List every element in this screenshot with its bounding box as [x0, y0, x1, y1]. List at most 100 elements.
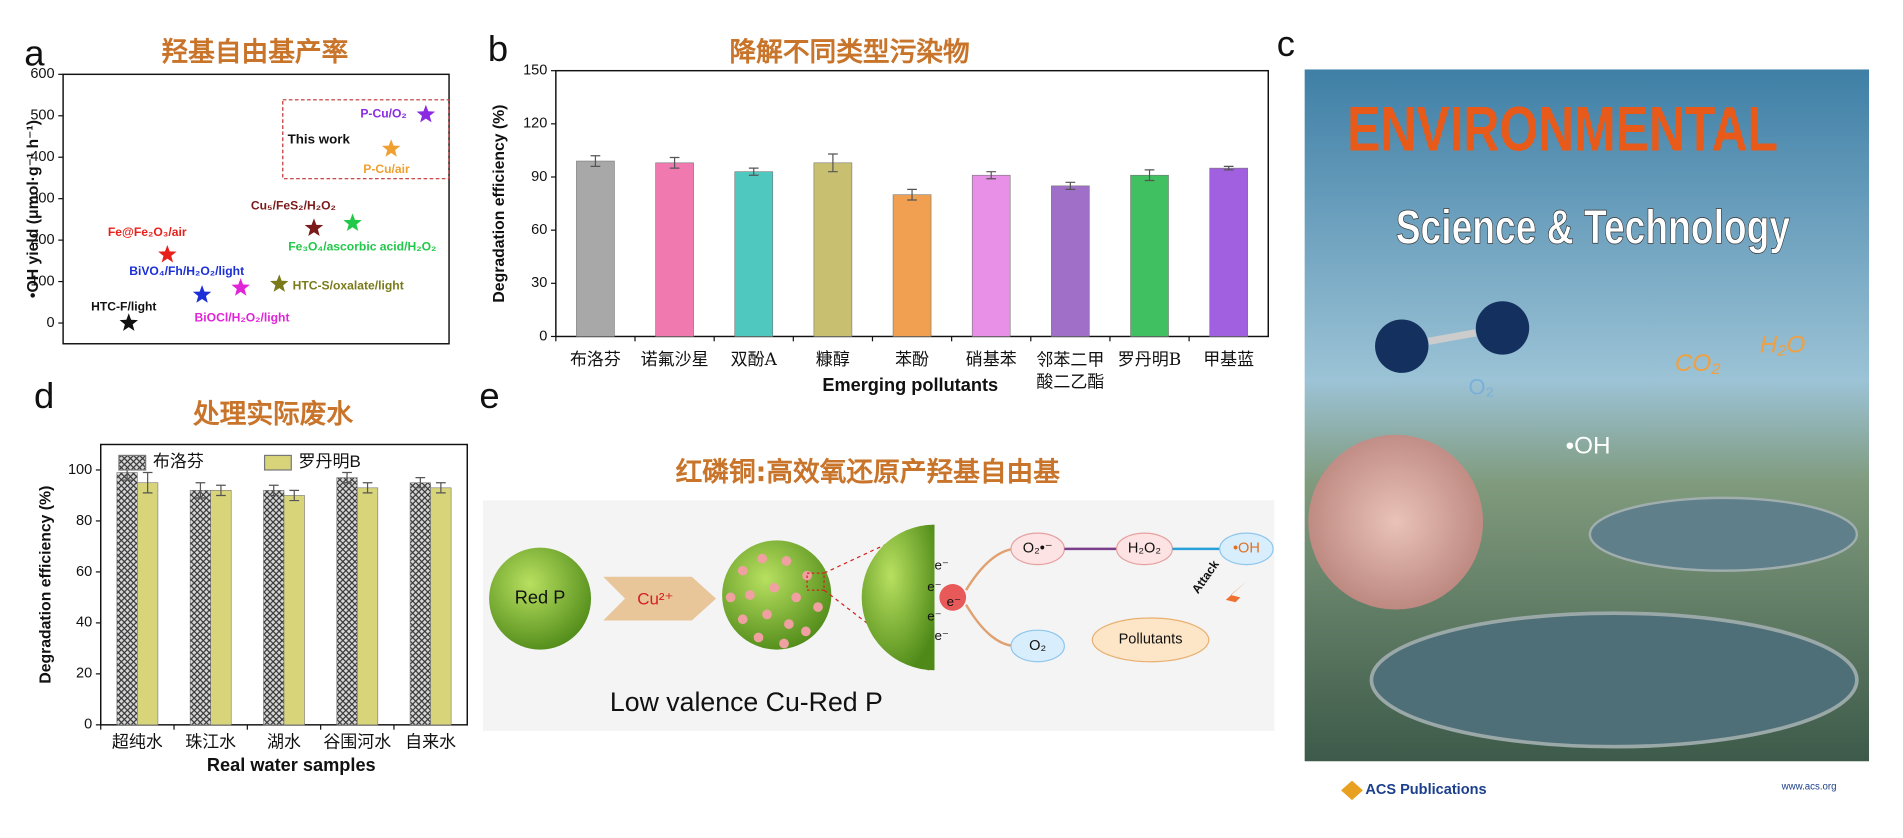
cover-subtitle: Science & Technology [1396, 201, 1790, 255]
arrow [965, 547, 1014, 648]
chart-title: 降解不同类型污染物 [729, 37, 969, 68]
point-label: P-Cu/O₂ [360, 107, 406, 121]
error-bar [142, 471, 153, 494]
node [1219, 532, 1274, 566]
scatter-point [192, 285, 212, 303]
point-label: P-Cu/air [363, 162, 410, 176]
error-bar [828, 153, 838, 173]
label: e⁻ [935, 557, 949, 572]
error-bar [1065, 181, 1076, 191]
arrow [603, 576, 717, 621]
y-tick-label: 80 [76, 513, 92, 529]
point-label: Cu₅/FeS₂/H₂O₂ [251, 198, 336, 212]
journal-cover: ENVIRONMENTAL Science & Technology •OH C… [1304, 69, 1870, 801]
x-tick-label: 诺氟沙星 [641, 350, 709, 370]
label: Red P [515, 587, 566, 607]
label: •OH [1566, 432, 1611, 459]
point-label: BiVO₄/Fh/H₂O₂/light [129, 264, 244, 278]
bar [189, 490, 211, 726]
tank [1588, 496, 1859, 572]
panel-label: a [24, 33, 45, 74]
x-tick-label: 湖水 [267, 733, 301, 753]
error-bar [986, 171, 997, 180]
chart-title: 处理实际废水 [192, 399, 353, 430]
label: •OH [1233, 541, 1260, 557]
y-tick-label: 0 [539, 328, 547, 344]
panel-label: e [479, 375, 499, 416]
label: Cu²⁺ [637, 589, 673, 608]
bar [655, 162, 694, 337]
plot-frame [62, 73, 450, 345]
bar [283, 495, 305, 726]
label: H₂O [1760, 332, 1806, 359]
error-bar [268, 484, 279, 497]
legend-label: 罗丹明B [299, 452, 361, 471]
legend-label: 布洛芬 [153, 452, 204, 471]
bond [1427, 329, 1477, 345]
error-bar [342, 471, 352, 484]
x-tick-label: 珠江水 [185, 733, 236, 753]
label: CO₂ [1675, 350, 1721, 377]
y-tick-label: 300 [30, 191, 54, 207]
x-tick-label: 甲基蓝 [1203, 350, 1254, 370]
red-p-sphere [489, 547, 592, 650]
y-tick-label: 100 [30, 273, 54, 289]
node [1010, 629, 1065, 663]
publisher: ACS Publications [1365, 782, 1486, 798]
error-bar [1144, 169, 1155, 182]
error-bar [748, 167, 759, 176]
legend-swatch [263, 454, 292, 471]
point-label: Fe@Fe₂O₃/air [108, 225, 187, 239]
y-tick-label: 100 [68, 462, 92, 478]
tank [1369, 611, 1859, 749]
label: e⁻ [927, 608, 941, 623]
y-tick-label: 600 [30, 66, 54, 82]
label: H₂O₂ [1128, 541, 1161, 557]
error-bar [1223, 165, 1234, 171]
label: O₂ [1469, 374, 1494, 399]
y-tick-label: 150 [523, 63, 547, 79]
point-label: HTC-S/oxalate/light [293, 279, 404, 293]
scatter-point [231, 278, 250, 296]
x-tick-label: 糠醇 [816, 349, 850, 370]
x-axis-label: Real water samples [207, 755, 376, 775]
error-bar [289, 489, 300, 502]
bar [263, 490, 285, 726]
error-bar [669, 156, 680, 169]
o-atom [1475, 301, 1530, 355]
annotation: This work [288, 131, 351, 146]
label: e⁻ [935, 628, 949, 643]
y-tick-label: 30 [531, 275, 547, 291]
diagram-title: 红磷铜:高效氧还原产羟基自由基 [676, 457, 1061, 488]
scatter-point [270, 274, 289, 292]
cu-site [939, 584, 967, 611]
scatter-point [416, 104, 436, 123]
error-bar [590, 155, 601, 167]
x-tick-label: 自来水 [405, 733, 456, 753]
bar [971, 174, 1011, 337]
x-tick-label: 苯酚 [895, 350, 929, 370]
x-tick-label: 超纯水 [112, 733, 163, 753]
zoom-box [806, 572, 825, 591]
error-bar [436, 482, 446, 494]
node [1091, 617, 1210, 663]
label: O₂ [1029, 638, 1046, 654]
bar [137, 482, 159, 726]
y-tick-label: 200 [30, 232, 54, 248]
bar [430, 487, 452, 726]
bar [576, 160, 615, 337]
bar [1209, 167, 1248, 337]
label: Pollutants [1119, 632, 1183, 648]
y-tick-label: 40 [76, 615, 92, 631]
scatter-point [343, 213, 362, 232]
error-bar [195, 482, 206, 499]
error-bar [415, 477, 426, 489]
y-axis-label: Degradation efficiency (%) [37, 486, 54, 684]
x-tick-label: 布洛芬 [570, 350, 621, 370]
bar [1130, 174, 1169, 337]
error-bar [907, 188, 917, 201]
x-axis-label: Emerging pollutants [822, 375, 998, 395]
chart-title: 羟基自由基产率 [161, 37, 348, 68]
bar [116, 472, 138, 726]
scatter-point [158, 244, 177, 263]
